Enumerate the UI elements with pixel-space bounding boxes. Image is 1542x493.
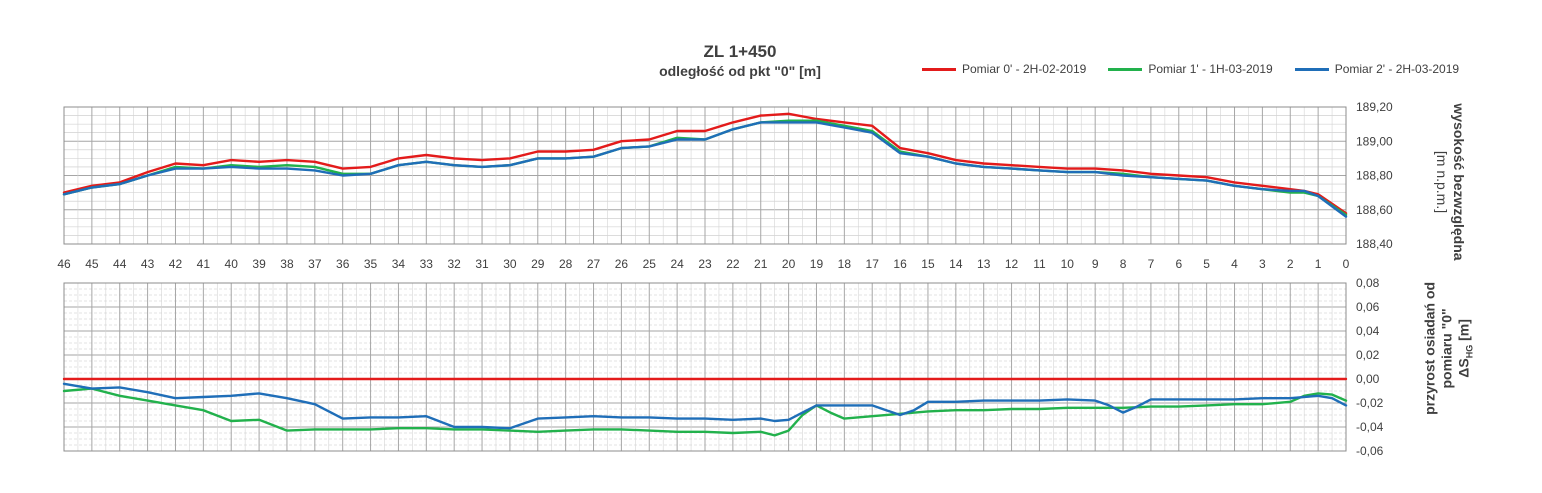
- x-tick-label: 21: [754, 257, 768, 271]
- legend-label-2: Pomiar 2' - 2H-03-2019: [1334, 62, 1460, 76]
- legend-swatch-1: [1108, 67, 1143, 71]
- x-tick-label: 20: [782, 257, 796, 271]
- y-tick-label-1: 0,04: [1356, 324, 1380, 338]
- x-tick-label: 46: [57, 257, 71, 271]
- bottom-y-axis-title-line2: pomiaru "0": [1438, 308, 1455, 389]
- x-tick-label: 24: [670, 257, 684, 271]
- legend-item-2: Pomiar 2' - 2H-03-2019: [1294, 62, 1460, 76]
- legend-label-1: Pomiar 1' - 1H-03-2019: [1148, 62, 1273, 76]
- x-tick-label: 6: [1175, 257, 1182, 271]
- x-tick-label: 13: [977, 257, 991, 271]
- y-tick-label-0: 188,40: [1356, 237, 1393, 251]
- x-tick-label: 29: [531, 257, 545, 271]
- x-tick-label: 28: [559, 257, 573, 271]
- y-tick-label-1: 0,00: [1356, 372, 1380, 386]
- x-tick-label: 32: [447, 257, 461, 271]
- x-tick-label: 9: [1092, 257, 1099, 271]
- x-tick-label: 19: [810, 257, 824, 271]
- x-tick-label: 12: [1005, 257, 1019, 271]
- x-tick-label: 1: [1315, 257, 1322, 271]
- y-tick-label-0: 188,60: [1356, 203, 1393, 217]
- x-tick-label: 27: [587, 257, 601, 271]
- x-tick-label: 37: [308, 257, 322, 271]
- x-tick-label: 7: [1148, 257, 1155, 271]
- x-tick-label: 14: [949, 257, 963, 271]
- x-tick-label: 43: [141, 257, 155, 271]
- x-tick-label: 17: [866, 257, 880, 271]
- x-tick-label: 45: [85, 257, 99, 271]
- x-tick-label: 26: [615, 257, 629, 271]
- x-tick-label: 25: [643, 257, 657, 271]
- x-tick-label: 8: [1120, 257, 1127, 271]
- legend-swatch-2: [1294, 67, 1329, 71]
- bottom-y-axis-title-line3: ΔSHG [m]: [1455, 319, 1475, 378]
- y-tick-label-1: 0,08: [1356, 276, 1380, 290]
- y-tick-label-1: 0,02: [1356, 348, 1380, 362]
- plot-frame-1: [63, 282, 1347, 452]
- x-tick-label: 35: [364, 257, 378, 271]
- legend: Pomiar 0' - 2H-02-2019 Pomiar 1' - 1H-03…: [922, 62, 1459, 76]
- legend-item-1: Pomiar 1' - 1H-03-2019: [1108, 62, 1273, 76]
- x-tick-label: 42: [169, 257, 183, 271]
- bottom-y-axis-title: przyrost osiadań od pomiaru "0" ΔSHG [m]: [1422, 228, 1479, 468]
- x-tick-label: 30: [503, 257, 517, 271]
- x-tick-label: 18: [838, 257, 852, 271]
- chart-subtitle: odległość od pkt "0" [m]: [659, 63, 821, 79]
- x-tick-label: 44: [113, 257, 127, 271]
- x-tick-label: 33: [420, 257, 434, 271]
- x-tick-label: 41: [197, 257, 211, 271]
- x-tick-label: 2: [1287, 257, 1294, 271]
- x-tick-label: 3: [1259, 257, 1266, 271]
- x-tick-label: 23: [698, 257, 712, 271]
- x-tick-label: 36: [336, 257, 350, 271]
- y-tick-label-1: -0,02: [1356, 396, 1384, 410]
- x-tick-label: 15: [921, 257, 935, 271]
- y-tick-label-1: 0,06: [1356, 300, 1380, 314]
- plot-frame-0: [63, 106, 1347, 245]
- series-line-1-2: [62, 382, 1348, 430]
- legend-item-0: Pomiar 0' - 2H-02-2019: [922, 62, 1086, 76]
- x-tick-label: 0: [1343, 257, 1350, 271]
- x-tick-label: 22: [726, 257, 740, 271]
- y-tick-label-1: -0,04: [1356, 420, 1384, 434]
- legend-swatch-0: [922, 67, 956, 71]
- chart-title: ZL 1+450: [703, 42, 777, 61]
- x-tick-label: 34: [392, 257, 406, 271]
- y-tick-label-0: 188,80: [1356, 169, 1393, 183]
- x-tick-label: 10: [1061, 257, 1075, 271]
- y-tick-label-1: -0,06: [1356, 444, 1384, 458]
- x-tick-label: 40: [225, 257, 239, 271]
- series-line-1-1: [62, 387, 1348, 437]
- series-line-0-2: [62, 121, 1348, 218]
- bottom-y-axis-title-line1: przyrost osiadań od: [1421, 281, 1438, 415]
- x-tick-label: 39: [252, 257, 266, 271]
- x-tick-label: 16: [893, 257, 907, 271]
- x-tick-label: 31: [475, 257, 489, 271]
- x-tick-label: 11: [1033, 257, 1046, 271]
- y-tick-label-0: 189,00: [1356, 134, 1393, 148]
- x-tick-label: 4: [1231, 257, 1238, 271]
- legend-label-0: Pomiar 0' - 2H-02-2019: [962, 62, 1087, 76]
- x-tick-label: 38: [280, 257, 294, 271]
- y-tick-label-0: 189,20: [1356, 100, 1393, 114]
- series-line-0-0: [62, 112, 1348, 215]
- x-tick-label: 5: [1203, 257, 1210, 271]
